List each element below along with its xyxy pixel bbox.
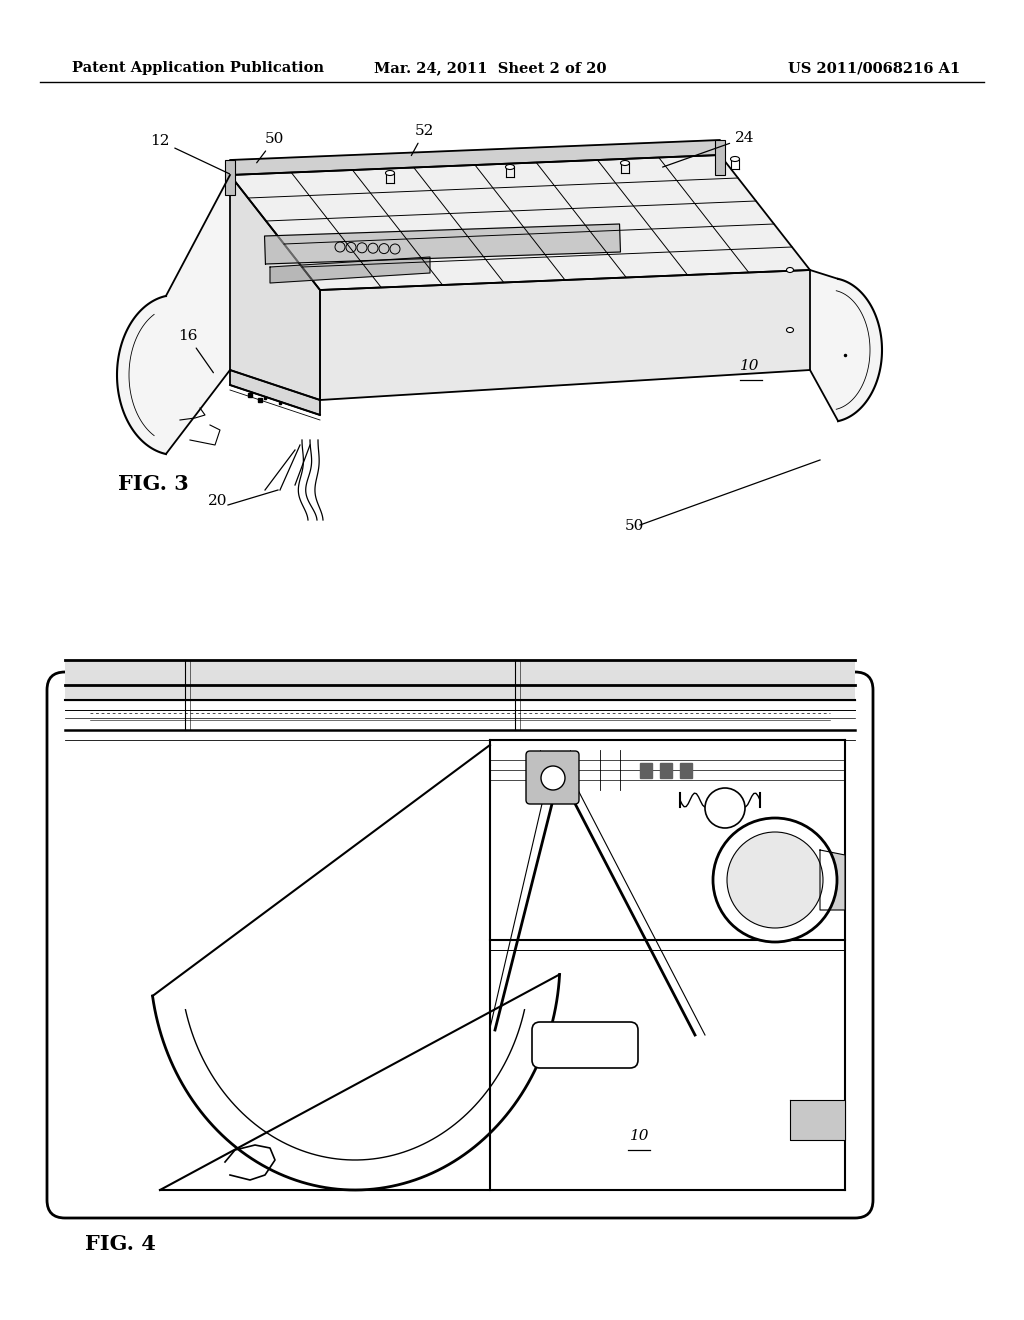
Polygon shape — [660, 763, 672, 777]
Text: 10: 10 — [740, 359, 760, 374]
Text: 24: 24 — [663, 131, 755, 168]
Polygon shape — [680, 763, 692, 777]
Circle shape — [541, 766, 565, 789]
Circle shape — [705, 788, 745, 828]
Polygon shape — [230, 140, 720, 176]
Bar — [225, 160, 234, 195]
FancyBboxPatch shape — [47, 672, 873, 1218]
Text: 10: 10 — [630, 1129, 649, 1143]
Polygon shape — [810, 271, 882, 421]
Polygon shape — [264, 224, 621, 264]
Ellipse shape — [786, 327, 794, 333]
Text: US 2011/0068216 A1: US 2011/0068216 A1 — [787, 61, 961, 75]
Ellipse shape — [506, 165, 514, 169]
Polygon shape — [117, 176, 230, 454]
Polygon shape — [640, 763, 652, 777]
Ellipse shape — [385, 170, 394, 176]
Text: 50: 50 — [625, 519, 644, 533]
Text: Patent Application Publication: Patent Application Publication — [72, 61, 324, 75]
Circle shape — [727, 832, 823, 928]
Text: 16: 16 — [178, 329, 213, 372]
Text: FIG. 3: FIG. 3 — [118, 474, 188, 494]
Ellipse shape — [786, 268, 794, 272]
FancyBboxPatch shape — [526, 751, 579, 804]
Polygon shape — [319, 271, 810, 400]
Polygon shape — [230, 370, 319, 414]
Circle shape — [713, 818, 837, 942]
Polygon shape — [270, 257, 430, 282]
Text: 52: 52 — [412, 124, 434, 156]
Ellipse shape — [621, 161, 630, 165]
Polygon shape — [65, 660, 855, 700]
Text: FIG. 4: FIG. 4 — [85, 1234, 156, 1254]
Text: 20: 20 — [208, 494, 227, 508]
Text: 50: 50 — [257, 132, 285, 162]
FancyBboxPatch shape — [532, 1022, 638, 1068]
Bar — [715, 140, 725, 176]
Polygon shape — [230, 176, 319, 400]
Polygon shape — [820, 850, 845, 909]
Polygon shape — [230, 154, 810, 290]
Text: Mar. 24, 2011  Sheet 2 of 20: Mar. 24, 2011 Sheet 2 of 20 — [374, 61, 606, 75]
Text: 12: 12 — [150, 135, 229, 174]
Polygon shape — [790, 1100, 845, 1140]
Ellipse shape — [730, 157, 739, 161]
